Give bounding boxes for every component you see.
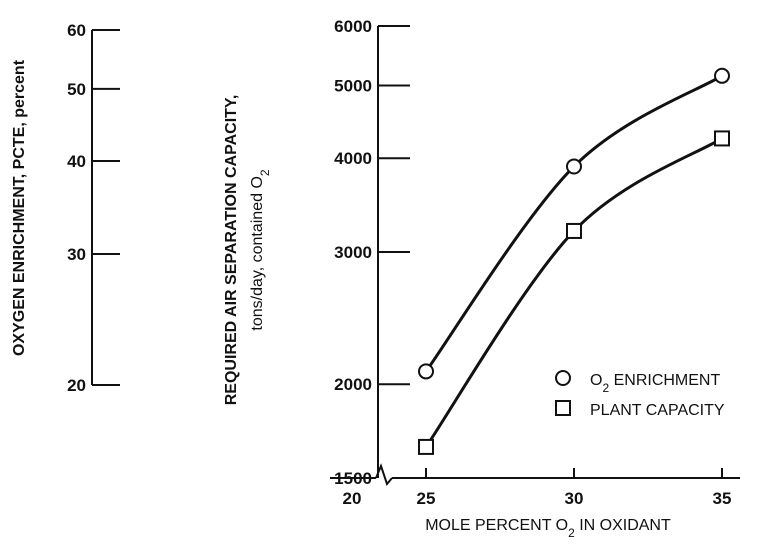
main-plot: 6000 5000 4000 3000 2000 1500 20 25 30 35 REQUIR…: [223, 17, 740, 540]
left-tick-label: 20: [67, 376, 86, 395]
data-point-square: [714, 130, 730, 147]
x-tick-label: 35: [713, 489, 732, 508]
x-tick-label: 25: [417, 489, 436, 508]
oxygen-enrichment-axis-label: OXYGEN ENRICHMENT, PCTE, percent: [11, 59, 28, 356]
data-point-square: [418, 438, 434, 455]
left-tick-label: 30: [67, 245, 86, 264]
main-y-tick-label: 4000: [334, 149, 372, 168]
main-x-axis-label: MOLE PERCENT O2 IN OXIDANT: [425, 517, 671, 540]
data-point-circle: [418, 363, 434, 380]
x-tick-label: 30: [565, 489, 584, 508]
series-line-1: [424, 137, 723, 448]
data-point-square: [566, 222, 582, 239]
main-y-axis-label-line2: tons/day, contained O2: [249, 169, 272, 330]
data-point-circle: [714, 67, 730, 84]
left-tick-label: 50: [67, 80, 86, 99]
data-point-circle: [566, 158, 582, 175]
main-y-tick-label: 6000: [334, 17, 372, 36]
legend-label-plant-capacity: PLANT CAPACITY: [590, 402, 725, 419]
legend-circle-marker: [555, 370, 571, 386]
x-axis-break: [375, 463, 393, 487]
x-axis: [330, 463, 740, 487]
main-y-axis-label-line1: REQUIRED AIR SEPARATION CAPACITY,: [223, 95, 240, 406]
main-y-tick-label: 5000: [334, 76, 372, 95]
x-tick-label: 20: [343, 489, 362, 508]
main-y-tick-label: 1500: [334, 469, 372, 488]
oxygen-enrichment-axis: 60 50 40 30 20 OXYGEN ENRICHMENT, PCTE, perc…: [11, 21, 120, 395]
legend-square-marker: [555, 400, 571, 416]
legend: O2 ENRICHMENT PLANT CAPACITY: [555, 370, 725, 419]
main-y-tick-label: 3000: [334, 243, 372, 262]
main-y-tick-label: 2000: [334, 375, 372, 394]
legend-label-enrichment: O2 ENRICHMENT: [590, 372, 720, 395]
left-tick-label: 40: [67, 152, 86, 171]
left-tick-label: 60: [67, 21, 86, 40]
